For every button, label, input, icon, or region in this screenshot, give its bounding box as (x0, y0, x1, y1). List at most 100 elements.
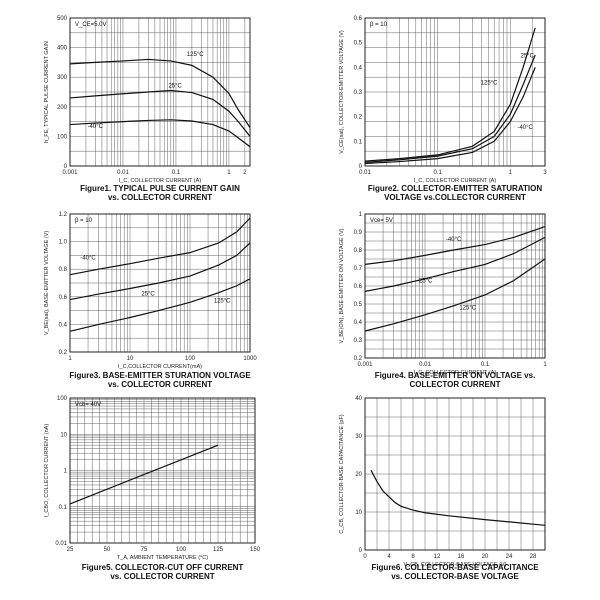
chart-fig2: 0.01 0.1 1 3 0 0.1 0.2 0.3 0.4 0.5 0.6 I_C, COLLECT… (339, 16, 547, 202)
series-line-fig1-1 (69, 89, 251, 137)
chart-fig3: 1 10 100 1000 0.2 0.4 0.6 0.8 1.0 1.2 I_C,COLLECTO… (44, 212, 257, 389)
chart-fig5: 25 50 75 100 125 150 0.01 0.1 1 10 100 T_A, AMBIENT… (44, 396, 261, 581)
x-tick-label: 28 (530, 554, 537, 560)
series-line-fig5-0 (69, 444, 219, 505)
y-tick-label: 0.8 (59, 267, 68, 273)
y-tick-label: 300 (57, 75, 68, 81)
y-tick-label: 0.3 (354, 338, 363, 344)
x-tick-label: 75 (141, 547, 148, 553)
y-tick-label: 20 (355, 472, 362, 478)
x-axis-label: V_CB, COLLECTOR-BASE VOLTAGE (V) (404, 562, 507, 568)
series-line-fig4-1 (364, 236, 546, 292)
y-tick-label: 40 (355, 396, 362, 402)
series-line-fig4-0 (364, 226, 546, 265)
x-tick-label: 100 (185, 356, 196, 362)
y-tick-label: 500 (57, 16, 68, 22)
x-tick-label: 150 (250, 547, 261, 553)
chart-fig6: 0 4 8 12 16 20 24 28 0 10 20 30 40 V_CB, COLLECTOR-BA… (339, 396, 546, 581)
figure-caption: Figure4. BASE-EMITTER ON VOLTAGE vs. (375, 371, 536, 380)
x-tick-label: 0.01 (359, 170, 371, 176)
x-tick-label: 16 (458, 554, 465, 560)
y-tick-label: 1.2 (59, 212, 68, 218)
series-label: -40°C (446, 237, 462, 243)
x-tick-label: 125 (213, 547, 224, 553)
x-tick-label: 8 (411, 554, 415, 560)
x-axis-label: I_C, COLLECTOR CURRENT (A) (414, 178, 496, 184)
x-tick-label: 0.1 (433, 170, 442, 176)
y-tick-label: 400 (57, 46, 68, 52)
x-tick-label: 3 (543, 170, 547, 176)
figure-caption: COLLECTOR CURRENT (410, 380, 501, 389)
y-tick-label: 0.4 (59, 322, 68, 328)
x-tick-label: 24 (506, 554, 513, 560)
y-tick-label: 0 (64, 164, 68, 170)
x-tick-label: 0.1 (172, 170, 181, 176)
grid (364, 17, 546, 167)
x-axis-label: I_C,COLLECTOR CURRENT(mA) (118, 364, 202, 370)
y-tick-label: 1 (64, 469, 68, 475)
y-tick-label: 0.2 (354, 356, 363, 362)
series-label: -40°C (88, 124, 104, 130)
condition-note: β = 10 (75, 218, 93, 224)
x-tick-label: 1 (68, 356, 72, 362)
series-label: 125°C (187, 52, 204, 58)
x-axis-label: T_A, AMBIENT TEMPERATURE (°C) (117, 555, 208, 561)
y-tick-label: 0.5 (354, 302, 363, 308)
y-axis-label: V_CE(sat), COLLECTOR-EMITTER VOLTAGE (V) (339, 30, 345, 154)
y-tick-label: 0.1 (59, 505, 68, 511)
series-label: -40°C (80, 256, 96, 262)
series-line-fig1-2 (69, 119, 251, 148)
y-tick-label: 30 (355, 434, 362, 440)
y-tick-label: 100 (57, 396, 68, 402)
y-axis-label: V_BE(sat), BASE-EMITTER VOLTAGE (V) (44, 231, 50, 335)
condition-note: Vce= 5V (370, 218, 393, 224)
series-line-fig2-1 (364, 54, 536, 163)
y-axis-label: C_CB, COLLECTOR-BASE CAPACITANCE (pF) (339, 414, 345, 533)
series-line-fig1-0 (69, 58, 251, 128)
x-axis-label: I_C, COLLECTOR CURRENT (A) (119, 178, 201, 184)
plot-frame (69, 213, 251, 353)
figure-caption: VOLTAGE vs.COLLECTOR CURRENT (384, 193, 526, 202)
x-tick-label: 4 (387, 554, 391, 560)
plot-frame (364, 397, 546, 551)
y-tick-label: 0.4 (354, 65, 363, 71)
y-tick-label: 0 (359, 164, 363, 170)
figure-caption: Figure2. COLLECTOR-EMITTER SATURATION (368, 184, 542, 193)
series-label: 125°C (481, 81, 498, 87)
x-tick-label: 2 (243, 170, 247, 176)
y-tick-label: 0.3 (354, 90, 363, 96)
y-tick-label: 100 (57, 134, 68, 140)
y-tick-label: 10 (355, 510, 362, 516)
y-tick-label: 0.2 (354, 115, 363, 121)
x-tick-label: 1 (543, 362, 547, 368)
plot-frame (69, 17, 251, 167)
grid (364, 397, 546, 551)
y-tick-label: 200 (57, 105, 68, 111)
y-tick-label: 0 (359, 548, 363, 554)
figure-caption: Figure6. COLLECTOR-BASE CAPACITANCE (371, 563, 539, 572)
series-label: 25°C (168, 83, 182, 89)
series-line-fig3-1 (69, 242, 251, 301)
x-tick-label: 50 (104, 547, 111, 553)
plot-frame (364, 213, 546, 359)
series-line-fig2-0 (364, 27, 536, 162)
series-line-fig4-2 (364, 258, 546, 332)
grid (69, 17, 250, 167)
x-tick-label: 20 (482, 554, 489, 560)
figure-caption: Figure3. BASE-EMITTER STURATION VOLTAGE (69, 371, 251, 380)
y-axis-label: V_BE(ON), BASE-EMITTER ON VOLTAGE (V) (339, 228, 345, 343)
condition-note: V_CE=5.0V (75, 22, 107, 28)
x-tick-label: 1 (509, 170, 513, 176)
x-tick-label: 0.001 (62, 170, 78, 176)
grid (69, 213, 251, 353)
x-tick-label: 1 (227, 170, 231, 176)
condition-note: Vcb= 40V (75, 402, 101, 408)
y-tick-label: 0.9 (354, 230, 363, 236)
series-label: 25°C (521, 53, 535, 59)
x-tick-label: 0 (363, 554, 367, 560)
y-tick-label: 0.8 (354, 248, 363, 254)
series-label: 25°C (141, 291, 155, 297)
x-tick-label: 25 (67, 547, 74, 553)
y-axis-label: I_CBO, COLLECTOR CURRENT (nA) (44, 424, 50, 517)
